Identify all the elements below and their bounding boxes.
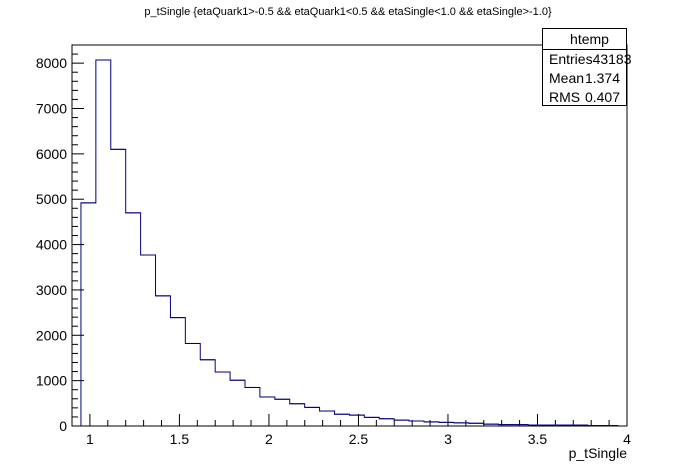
y-tick-label: 2000 xyxy=(36,327,67,343)
stats-box: htemp Entries 43183 Mean 1.374 RMS 0.407 xyxy=(542,28,632,107)
stats-rms-label: RMS xyxy=(549,89,581,105)
histogram-outline xyxy=(80,59,619,427)
histogram-steps xyxy=(80,59,619,427)
x-tick-label: 1 xyxy=(86,431,94,447)
stats-entries-label: Entries xyxy=(549,51,593,67)
stats-name: htemp xyxy=(543,29,626,50)
stats-mean-value: 1.374 xyxy=(584,70,620,86)
stats-rms-row: RMS 0.407 xyxy=(543,88,626,107)
y-tick-label: 5000 xyxy=(36,191,67,207)
stats-rms-value: 0.407 xyxy=(584,89,620,105)
y-tick-label: 6000 xyxy=(36,146,67,162)
y-tick-label: 0 xyxy=(59,418,67,434)
stats-entries-value: 43183 xyxy=(592,51,632,67)
chart-title: p_tSingle {etaQuark1>-0.5 && etaQuark1<0… xyxy=(144,6,552,18)
x-axis-label: p_tSingle xyxy=(569,445,628,461)
x-tick-label: 2.5 xyxy=(349,431,369,447)
y-tick-label: 3000 xyxy=(36,282,67,298)
y-tick-label: 7000 xyxy=(36,101,67,117)
y-axis: 0 1000 2000 3000 4000 5000 6000 7000 8000 xyxy=(36,53,84,434)
y-tick-label: 4000 xyxy=(36,237,67,253)
x-tick-label: 1.5 xyxy=(170,431,190,447)
x-tick-label: 3.5 xyxy=(528,431,548,447)
y-tick-label: 8000 xyxy=(36,55,67,71)
x-tick-label: 3 xyxy=(444,431,452,447)
x-tick-label: 4 xyxy=(623,431,631,447)
x-tick-label: 2 xyxy=(265,431,273,447)
stats-mean-row: Mean 1.374 xyxy=(543,69,626,88)
x-axis: 1 1.5 2 2.5 3 3.5 4 xyxy=(71,414,631,447)
stats-mean-label: Mean xyxy=(549,70,585,86)
y-tick-label: 1000 xyxy=(36,373,67,389)
stats-entries-row: Entries 43183 xyxy=(543,50,632,69)
